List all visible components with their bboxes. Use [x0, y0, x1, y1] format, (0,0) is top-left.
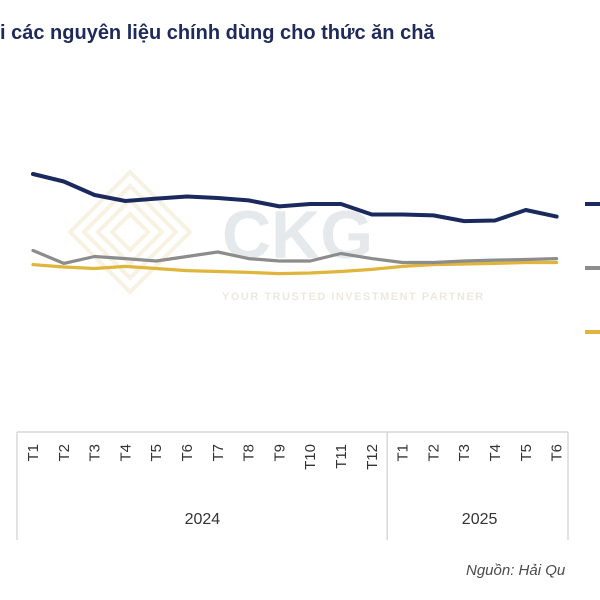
- x-tick-label: T4: [487, 444, 504, 462]
- x-tick-label: T3: [456, 444, 473, 462]
- x-tick-label: T5: [148, 444, 165, 462]
- legend-swatch-3: [585, 330, 600, 334]
- legend-swatch-2: [585, 266, 600, 270]
- x-tick-label: T3: [87, 444, 104, 462]
- x-tick-label: T12: [364, 444, 381, 470]
- watermark-tagline: YOUR TRUSTED INVESTMENT PARTNER: [222, 291, 485, 303]
- chart-title: i các nguyên liệu chính dùng cho thức ăn…: [0, 22, 435, 44]
- x-tick-label: T2: [56, 444, 73, 462]
- x-tick-label: T10: [302, 444, 319, 470]
- x-tick-label: T5: [518, 444, 535, 462]
- chart-source: Nguồn: Hải Qu: [466, 562, 566, 579]
- year-group-label: 2024: [185, 511, 221, 528]
- x-tick-label: T2: [425, 444, 442, 462]
- x-tick-label: T8: [241, 444, 258, 462]
- series-line-3: [31, 260, 559, 276]
- x-tick-label: T7: [210, 444, 227, 462]
- x-tick-label: T11: [333, 444, 350, 469]
- year-group-label: 2025: [462, 511, 498, 528]
- x-tick-label: T6: [549, 444, 566, 462]
- series-line-1: [31, 172, 559, 224]
- series-line-2: [31, 248, 559, 265]
- x-tick-label: T1: [25, 444, 42, 462]
- x-tick-label: T4: [117, 444, 134, 462]
- x-tick-label: T9: [271, 444, 288, 462]
- ckg-watermark-logo: CKG YOUR TRUSTED INVESTMENT PARTNER: [67, 169, 485, 303]
- x-tick-label: T1: [395, 444, 412, 462]
- x-tick-label: T6: [179, 444, 196, 462]
- diamond-logo-icon: [67, 169, 193, 295]
- legend-swatch-1: [585, 202, 600, 206]
